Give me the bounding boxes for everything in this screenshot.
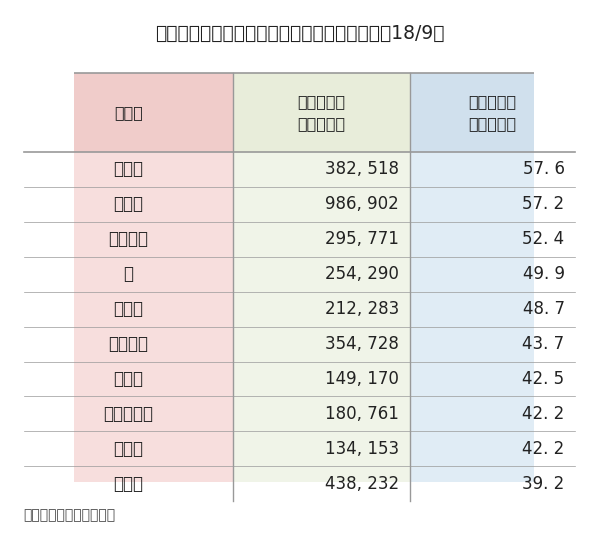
Text: 42. 2: 42. 2 (522, 440, 565, 458)
Bar (410, 222, 575, 257)
Bar (233, 397, 410, 431)
Text: 東　京: 東 京 (113, 160, 144, 178)
Text: 438, 232: 438, 232 (325, 475, 399, 493)
Text: 不動産業の
貸出金残高: 不動産業の 貸出金残高 (298, 94, 346, 131)
Bar (233, 222, 410, 257)
Bar (410, 397, 575, 431)
Text: 川　崎: 川 崎 (113, 475, 144, 493)
Bar (24, 326, 233, 362)
Bar (24, 152, 233, 186)
Text: （注）単位：百万円、％: （注）単位：百万円、％ (24, 508, 116, 522)
Text: 西　京: 西 京 (113, 370, 144, 388)
Text: 986, 902: 986, 902 (326, 195, 399, 213)
Bar (233, 257, 410, 292)
Text: 43. 7: 43. 7 (522, 335, 565, 353)
Text: 42. 5: 42. 5 (522, 370, 565, 388)
Bar (233, 292, 410, 326)
Bar (24, 222, 233, 257)
Bar (233, 186, 410, 222)
Bar (410, 431, 575, 466)
Text: さわやか: さわやか (109, 335, 148, 353)
Bar (24, 186, 233, 222)
Text: 48. 7: 48. 7 (522, 300, 565, 318)
Text: 382, 518: 382, 518 (325, 160, 399, 178)
Bar (410, 466, 575, 501)
Text: 大阪厚生: 大阪厚生 (109, 230, 148, 248)
Text: 149, 170: 149, 170 (325, 370, 399, 388)
Text: 57. 2: 57. 2 (522, 195, 565, 213)
Bar (410, 186, 575, 222)
Bar (24, 362, 233, 397)
Bar (24, 292, 233, 326)
Text: 295, 771: 295, 771 (325, 230, 399, 248)
Text: 東京シティ: 東京シティ (104, 405, 154, 423)
Bar (24, 431, 233, 466)
Bar (410, 292, 575, 326)
Text: 49. 9: 49. 9 (522, 265, 565, 283)
Bar (24, 466, 233, 501)
Text: 瀧野川: 瀧野川 (113, 440, 144, 458)
Text: 芝: 芝 (123, 265, 133, 283)
Text: 42. 2: 42. 2 (522, 405, 565, 423)
Text: 信金名: 信金名 (114, 105, 143, 120)
Bar (233, 466, 410, 501)
Text: 貸出金に占める不動産業の構成比が高い信金（18/9）: 貸出金に占める不動産業の構成比が高い信金（18/9） (155, 24, 444, 43)
Text: 180, 761: 180, 761 (325, 405, 399, 423)
Bar (410, 152, 575, 186)
Bar (233, 152, 410, 186)
Bar (233, 431, 410, 466)
Bar (233, 326, 410, 362)
Text: 39. 2: 39. 2 (522, 475, 565, 493)
Text: 57. 6: 57. 6 (522, 160, 565, 178)
Text: 52. 4: 52. 4 (522, 230, 565, 248)
Bar (24, 397, 233, 431)
Bar (24, 257, 233, 292)
Bar (410, 362, 575, 397)
Text: 254, 290: 254, 290 (325, 265, 399, 283)
Text: 貸出金に占
める構成比: 貸出金に占 める構成比 (468, 94, 517, 131)
Text: 354, 728: 354, 728 (325, 335, 399, 353)
Bar (233, 362, 410, 397)
Bar (410, 257, 575, 292)
Text: 212, 283: 212, 283 (325, 300, 399, 318)
Text: 青　梅: 青 梅 (113, 300, 144, 318)
Bar (410, 326, 575, 362)
Text: 134, 153: 134, 153 (325, 440, 399, 458)
Text: 西　武: 西 武 (113, 195, 144, 213)
